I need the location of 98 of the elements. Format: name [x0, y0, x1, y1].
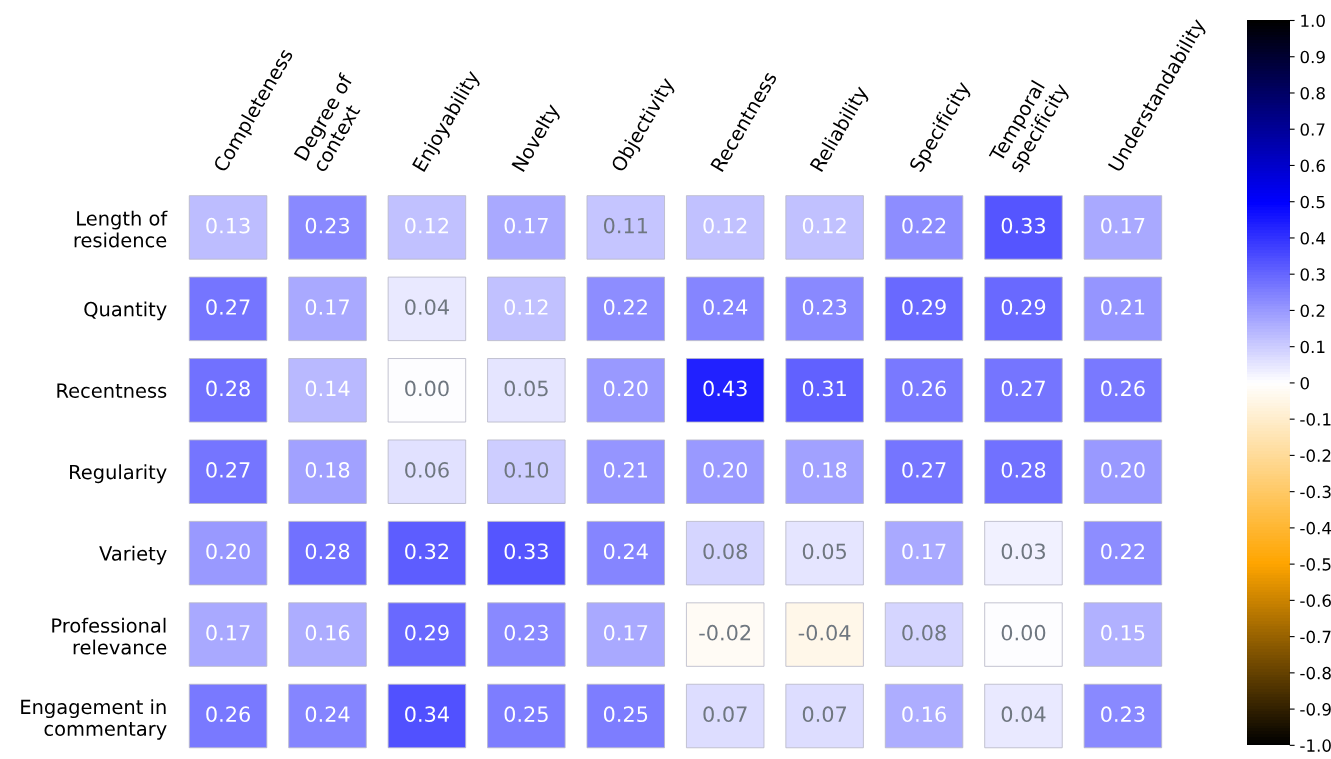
data-label: 0.20: [206, 543, 250, 560]
data-label: 0.26: [1101, 380, 1145, 397]
data-label: 0.29: [405, 624, 449, 641]
data-label: 0.17: [504, 217, 548, 234]
y-tick-label: Quantity: [84, 301, 167, 321]
data-label: 0.16: [902, 706, 946, 723]
color-bar-label: -0.4: [1300, 521, 1331, 535]
data-label: 0.26: [902, 380, 946, 397]
data-label: 0.04: [405, 299, 449, 315]
color-bar-label: 0.7: [1300, 123, 1325, 136]
data-label: 0.03: [1001, 543, 1045, 560]
data-label: 0.20: [703, 462, 748, 478]
data-label: 0.17: [1101, 217, 1145, 234]
data-label: 0.00: [405, 380, 449, 397]
color-bar-label: 0.4: [1300, 231, 1326, 245]
data-label: 0.05: [802, 543, 846, 560]
y-tick-label: Recentness: [57, 383, 167, 398]
data-label: 0.16: [305, 624, 350, 641]
data-label: 0.05: [504, 380, 548, 397]
y-tick-label: Engagement in commentary: [21, 699, 167, 740]
data-label: 0.24: [305, 706, 350, 723]
data-label: 0.13: [206, 217, 250, 234]
data-label: 0.12: [703, 217, 747, 234]
data-label: 0.25: [504, 706, 548, 723]
data-label: 0.12: [405, 217, 449, 234]
data-label: 0.28: [305, 543, 350, 560]
y-tick-label: Regularity: [70, 464, 167, 484]
data-label: 0.17: [902, 543, 946, 560]
data-label: 0.06: [405, 462, 449, 478]
data-label: 0.23: [504, 624, 548, 641]
data-label: 0.14: [305, 380, 350, 397]
data-label: 0.23: [802, 299, 847, 315]
data-label: 0.33: [504, 543, 548, 560]
data-label: 0.43: [703, 380, 747, 397]
color-bar-label: 0.6: [1300, 159, 1325, 173]
data-label: 0.27: [902, 462, 946, 478]
data-label: -0.02: [699, 624, 751, 641]
data-label: 0.26: [206, 706, 250, 723]
color-bar-label: -0.1: [1300, 413, 1331, 426]
data-label: 0.32: [405, 543, 449, 560]
color-bar-label: 0.3: [1300, 268, 1325, 281]
color-bar-label: 0.8: [1300, 86, 1325, 100]
data-label: 0.07: [703, 706, 747, 723]
data-label: 0.29: [902, 299, 946, 315]
data-label: 0.08: [703, 543, 747, 560]
data-label: 0.11: [603, 217, 648, 234]
data-label: 0.04: [1001, 706, 1046, 723]
data-label: 0.27: [206, 462, 250, 478]
data-label: 0.20: [603, 380, 648, 397]
color-bar-label: -0.2: [1300, 449, 1331, 462]
color-bar-label: 0.1: [1300, 340, 1325, 354]
y-tick-label: Professional relevance: [52, 617, 167, 655]
data-label: 0.24: [703, 299, 748, 315]
data-label: 0.21: [1101, 299, 1145, 315]
color-bar-label: -0.6: [1300, 594, 1331, 607]
data-label: 0.22: [902, 217, 946, 234]
data-label: 0.28: [1001, 462, 1046, 478]
data-label: 0.17: [305, 299, 349, 315]
color-bar-label: -1.0: [1300, 739, 1331, 752]
color-bar-label: 0.5: [1300, 195, 1325, 209]
data-label: 0.07: [802, 706, 847, 723]
color-bar-label: -0.7: [1300, 630, 1331, 644]
data-label: 0.15: [1101, 624, 1145, 641]
data-label: 0.17: [206, 624, 250, 641]
data-label: 0.12: [504, 299, 548, 315]
data-label: 0.20: [1101, 462, 1145, 478]
color-bar-label: 0: [1300, 376, 1309, 390]
color-bar-label: -0.9: [1300, 703, 1331, 716]
data-label: 0.17: [603, 624, 648, 641]
data-label: 0.31: [802, 380, 846, 397]
data-label: 0.12: [802, 217, 846, 234]
data-label: 0.33: [1001, 217, 1045, 234]
y-tick-label: Length of residence: [74, 210, 168, 248]
data-label: 0.08: [902, 624, 946, 641]
data-label: 0.28: [206, 380, 250, 397]
y-tick-label: Variety: [99, 545, 167, 565]
data-label: 0.29: [1001, 299, 1046, 315]
data-label: -0.04: [798, 624, 851, 641]
data-label: 0.18: [802, 462, 847, 478]
color-bar-label: 0.9: [1300, 50, 1325, 64]
data-label: 0.10: [504, 462, 549, 478]
data-label: 0.34: [405, 706, 449, 723]
color-bar-label: -0.5: [1300, 558, 1331, 571]
color-bar-label: 0.2: [1300, 304, 1325, 317]
data-label: 0.18: [305, 462, 350, 478]
data-label: 0.23: [1101, 706, 1145, 723]
color-bar-label: -0.3: [1300, 485, 1331, 499]
data-label: 0.22: [603, 299, 647, 315]
color-bar-label: -0.8: [1300, 666, 1331, 680]
data-label: 0.22: [1101, 543, 1145, 560]
data-label: 0.21: [603, 462, 648, 478]
color-bar-label: 1.0: [1301, 14, 1325, 28]
data-label: 0.24: [603, 543, 648, 560]
data-label: 0.00: [1001, 624, 1046, 641]
data-label: 0.25: [603, 706, 648, 723]
data-label: 0.23: [305, 217, 350, 234]
data-label: 0.27: [1001, 380, 1045, 397]
data-label: 0.27: [206, 299, 250, 315]
